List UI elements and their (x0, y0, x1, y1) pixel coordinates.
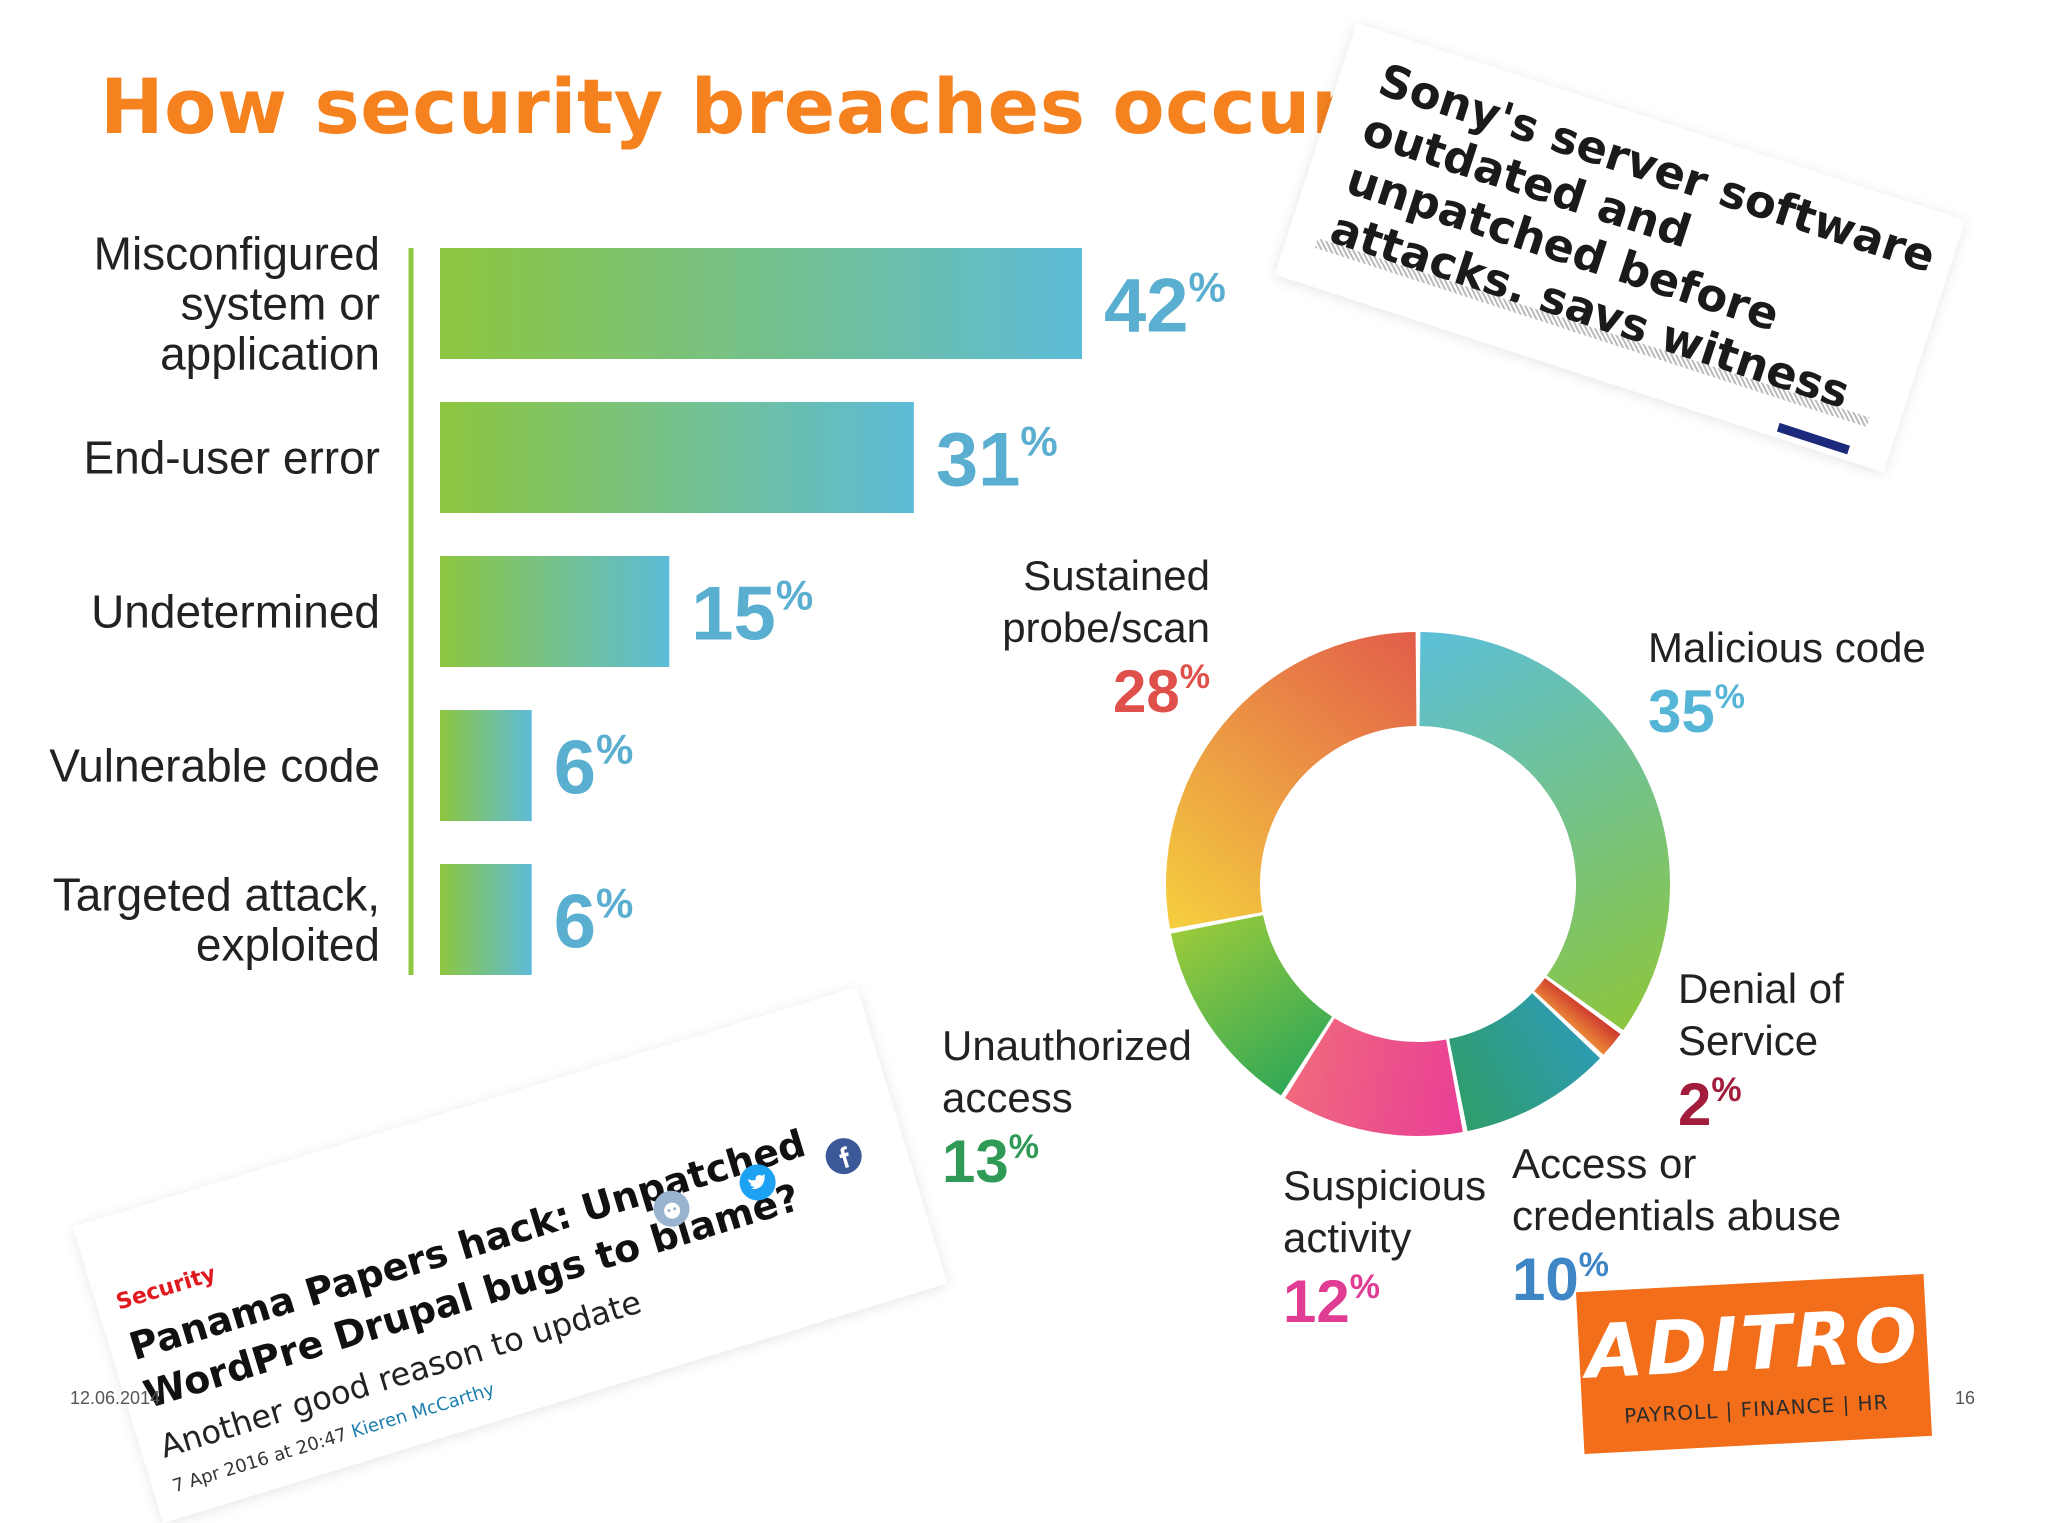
slide-title: How security breaches occur? (100, 62, 1394, 151)
bar (440, 402, 914, 513)
donut-slice (1285, 1018, 1463, 1137)
donut-value-unit: % (1711, 1071, 1741, 1109)
bar-category-label-line: Targeted attack, (53, 869, 380, 921)
donut-value-number: 28 (1113, 658, 1180, 725)
panama-news-clipping: Security Panama Papers hack: Unpatched W… (72, 986, 948, 1523)
facebook-icon[interactable] (821, 1133, 867, 1179)
donut-slice-label: Unauthorized access (942, 1022, 1192, 1121)
donut-slice-label-line: probe/scan (1002, 604, 1210, 651)
donut-slice-label: Access or credentials abuse (1512, 1140, 1841, 1239)
bar-category-label-line: exploited (196, 919, 380, 971)
donut-value-unit: % (1009, 1128, 1039, 1166)
donut-slice-value: 12% (1283, 1268, 1380, 1335)
bar-value-unit: % (596, 880, 633, 927)
donut-value-unit: % (1579, 1246, 1609, 1284)
bar-category-label: Vulnerable code (49, 740, 380, 792)
bar-value-unit: % (1020, 418, 1057, 465)
breach-causes-bar-chart: Misconfigured system or application 42% End-… (49, 228, 1226, 975)
bar-value-number: 42 (1104, 264, 1189, 349)
bar (440, 710, 532, 821)
donut-slice-value: 2% (1678, 1071, 1742, 1138)
donut-slice-value: 10% (1512, 1246, 1609, 1313)
donut-value-number: 13 (942, 1128, 1009, 1195)
donut-value-unit: % (1180, 658, 1210, 696)
bar-value-label: 42% (1104, 264, 1226, 349)
bar-value-label: 6% (554, 726, 634, 811)
donut-slice-label: Sustained probe/scan (1002, 552, 1210, 651)
bar-value-label: 31% (936, 418, 1058, 503)
donut-slice-label-line: Access or (1512, 1140, 1696, 1187)
bar-category-label-line: application (160, 328, 380, 380)
donut-slice-label: Malicious code (1648, 624, 1926, 671)
bar (440, 248, 1082, 359)
donut-value-unit: % (1350, 1268, 1380, 1306)
bar-category-label-line: End-user error (83, 432, 380, 484)
bar (440, 864, 532, 975)
bar-value-number: 6 (554, 726, 596, 811)
donut-slice-label-line: Malicious code (1648, 624, 1926, 671)
logo-brand: ADITRO (1583, 1292, 1923, 1396)
bar-value-unit: % (1189, 264, 1226, 311)
twitter-icon[interactable] (735, 1159, 781, 1205)
bar-value-number: 31 (936, 418, 1021, 503)
slide-page-number: 16 (1955, 1388, 1976, 1408)
slide-date: 12.06.2014 (70, 1388, 161, 1408)
donut-slice (1170, 915, 1333, 1096)
bar-category-label-line: Undetermined (91, 586, 380, 638)
donut-slice-label-line: Suspicious (1283, 1162, 1486, 1209)
donut-slice-label-line: Denial of (1678, 965, 1844, 1012)
donut-slice-label: Denial of Service (1678, 965, 1844, 1064)
bar (440, 556, 670, 667)
donut-slice (1166, 632, 1417, 929)
donut-slice (1419, 632, 1671, 1031)
donut-slice-value: 28% (1113, 658, 1210, 725)
donut-slice-label-line: Unauthorized (942, 1022, 1192, 1069)
donut-value-number: 10 (1512, 1246, 1579, 1313)
donut-value-number: 2 (1678, 1071, 1711, 1138)
bar-value-label: 6% (554, 880, 634, 965)
logo-tagline: PAYROLL | FINANCE | HR (1623, 1390, 1890, 1428)
bar-value-number: 6 (554, 880, 596, 965)
bar-value-unit: % (776, 572, 813, 619)
bar-value-label: 15% (691, 572, 813, 657)
bar-category-label: End-user error (83, 432, 380, 484)
bar-value-number: 15 (691, 572, 776, 657)
donut-slice-label-line: Sustained (1023, 552, 1210, 599)
bar-category-label: Undetermined (91, 586, 380, 638)
bar-category-label-line: Misconfigured (94, 228, 380, 280)
donut-slice-value: 13% (942, 1128, 1039, 1195)
donut-slice (1449, 993, 1601, 1132)
donut-slice-label-line: access (942, 1074, 1073, 1121)
donut-value-number: 12 (1283, 1268, 1350, 1335)
bar-category-label: Targeted attack, exploited (53, 869, 380, 971)
bar-category-label-line: Vulnerable code (49, 740, 380, 792)
donut-value-unit: % (1715, 678, 1745, 716)
bar-value-unit: % (596, 726, 633, 773)
donut-slice-value: 35% (1648, 678, 1745, 745)
donut-slice-label-line: Service (1678, 1017, 1818, 1064)
donut-slice-label-line: activity (1283, 1214, 1411, 1261)
donut-slice-label: Suspicious activity (1283, 1162, 1486, 1261)
bar-category-label-line: system or (181, 278, 380, 330)
reddit-icon[interactable] (649, 1186, 695, 1232)
donut-slice-label-line: credentials abuse (1512, 1192, 1841, 1239)
donut-slice (1534, 978, 1621, 1055)
aditro-logo: ADITRO PAYROLL | FINANCE | HR (1575, 1274, 1933, 1454)
donut-value-number: 35 (1648, 678, 1715, 745)
bar-category-label: Misconfigured system or application (94, 228, 380, 380)
